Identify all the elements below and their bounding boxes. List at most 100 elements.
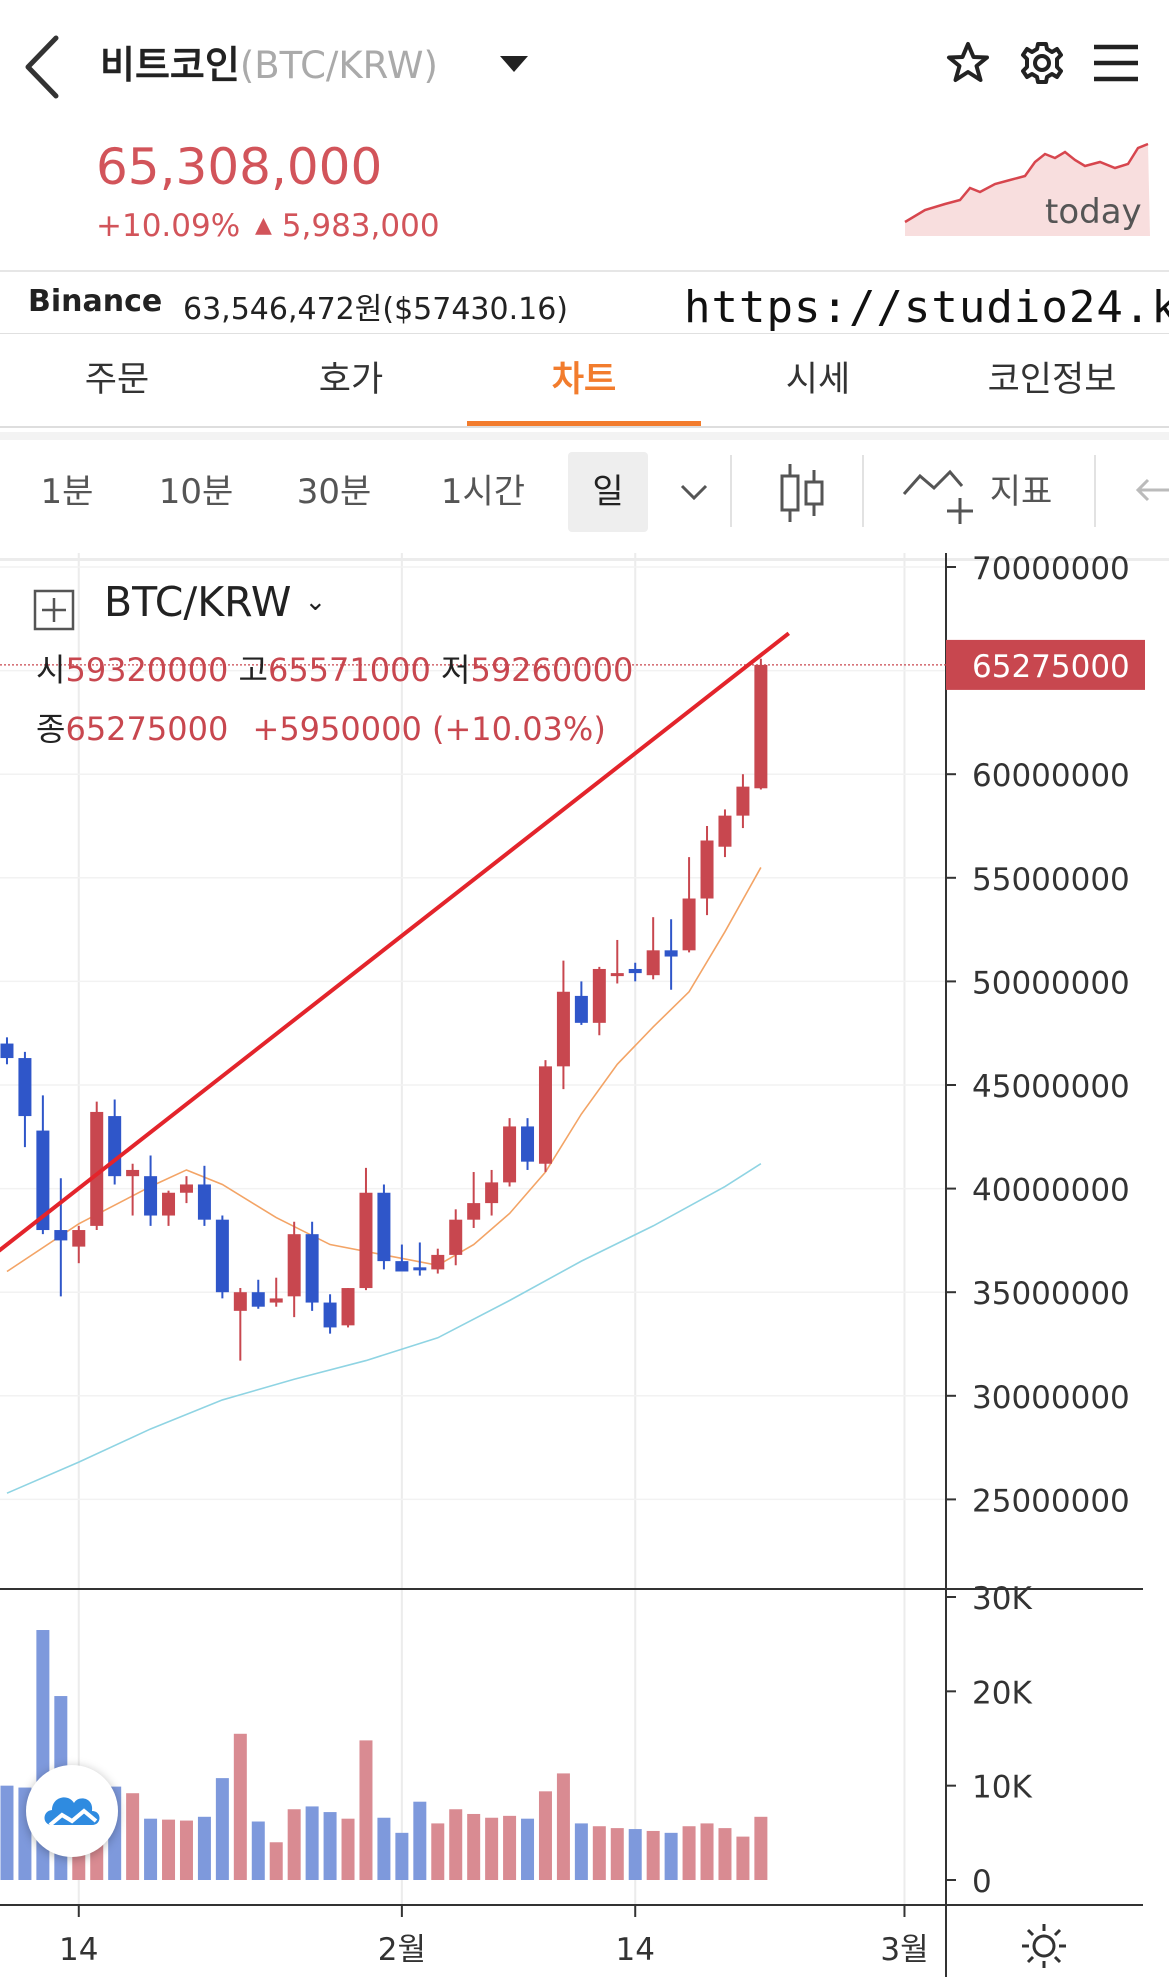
indicator-add-icon[interactable] xyxy=(900,458,978,528)
volume-bars xyxy=(0,1630,768,1880)
candle-body xyxy=(179,1184,193,1193)
expand-panel-icon[interactable] xyxy=(32,588,76,632)
price-tick-label: 70000000 xyxy=(972,553,1130,587)
candle-body xyxy=(162,1192,176,1216)
price-tick-label: 45000000 xyxy=(972,1069,1130,1105)
volume-bar xyxy=(556,1773,570,1880)
candle-body xyxy=(521,1126,535,1162)
candle-body xyxy=(538,1066,552,1164)
tab-coin-info[interactable]: 코인정보 xyxy=(987,360,1117,400)
candle-body xyxy=(503,1126,517,1183)
tab-quotes[interactable]: 시세 xyxy=(785,360,851,400)
price-tick-label: 50000000 xyxy=(972,965,1130,1001)
volume-bar xyxy=(233,1733,247,1880)
volume-bar xyxy=(521,1818,535,1880)
candle-body xyxy=(682,898,696,951)
candle-body xyxy=(341,1288,355,1326)
volume-bar xyxy=(395,1832,409,1880)
volume-bar xyxy=(126,1793,140,1880)
indicator-button[interactable]: 지표 xyxy=(989,472,1053,512)
volume-tick-label: 0 xyxy=(972,1864,992,1900)
candle-body xyxy=(449,1219,463,1255)
candle-body xyxy=(72,1230,86,1247)
binance-label: Binance xyxy=(28,284,163,319)
price-tick-label: 55000000 xyxy=(972,862,1130,898)
price-tick-label: 25000000 xyxy=(972,1483,1130,1519)
volume-bar xyxy=(610,1828,624,1880)
volume-bar xyxy=(538,1791,552,1880)
close-label: 종 xyxy=(36,710,66,748)
volume-tick-label: 20K xyxy=(972,1675,1032,1711)
candle-body xyxy=(467,1203,481,1220)
floating-cloud-button[interactable] xyxy=(26,1765,118,1857)
toolbar-divider xyxy=(1094,455,1096,527)
back-arrow-icon[interactable] xyxy=(18,32,68,102)
toolbar-divider xyxy=(730,455,732,527)
menu-icon[interactable] xyxy=(1086,30,1146,96)
candlestick-type-icon[interactable] xyxy=(772,458,832,528)
coin-pair: (BTC/KRW) xyxy=(239,44,438,87)
interval-10min[interactable]: 10분 xyxy=(158,472,234,512)
price-chart[interactable]: 70000000 60000000 55000000 50000000 45000000… xyxy=(0,553,1169,1977)
volume-bar xyxy=(413,1801,427,1880)
chart-symbol[interactable]: BTC/KRW ⌄ xyxy=(104,578,326,626)
left-arrow-icon[interactable] xyxy=(1130,472,1169,508)
candle-body xyxy=(700,840,714,899)
volume-bar xyxy=(574,1823,588,1880)
chart-axes: 70000000 60000000 55000000 50000000 45000000… xyxy=(0,553,1145,1977)
date-tick-label: 3월 xyxy=(880,1932,928,1968)
candle-body xyxy=(628,968,642,974)
open-label: 시 xyxy=(36,651,66,689)
tab-order[interactable]: 주문 xyxy=(84,360,150,400)
interval-dropdown-icon[interactable] xyxy=(674,476,714,506)
volume-bar xyxy=(287,1809,301,1880)
low-label: 저 xyxy=(441,651,471,689)
volume-bar xyxy=(0,1785,14,1880)
tab-orderbook[interactable]: 호가 xyxy=(318,360,384,400)
date-tick-label: 14 xyxy=(59,1932,98,1968)
candle-body xyxy=(485,1182,499,1204)
candle-body xyxy=(108,1116,122,1177)
candle-body xyxy=(36,1130,50,1231)
volume-bar xyxy=(646,1830,660,1880)
change-amount-value: 5,983,000 xyxy=(281,208,440,244)
volume-bar xyxy=(179,1820,193,1880)
today-sparkline xyxy=(904,142,1150,236)
candle-body xyxy=(610,973,624,977)
trendline-segment xyxy=(0,631,791,1253)
candle-body xyxy=(144,1176,158,1216)
tab-chart[interactable]: 차트 xyxy=(467,334,701,426)
candle-body xyxy=(574,995,588,1023)
caret-down-icon[interactable] xyxy=(496,52,532,76)
interval-1hour[interactable]: 1시간 xyxy=(440,472,526,512)
ohlc-line-2: 종65275000 +5950000 (+10.03%) xyxy=(36,704,606,750)
volume-bar xyxy=(197,1816,211,1880)
candle-body xyxy=(0,1043,14,1059)
interval-day[interactable]: 일 xyxy=(568,452,648,532)
interval-30min[interactable]: 30분 xyxy=(296,472,372,512)
candle-body xyxy=(251,1292,265,1307)
binance-price: 63,546,472원($57430.16) xyxy=(183,292,569,327)
candles xyxy=(0,658,768,1361)
candle-body xyxy=(323,1302,337,1328)
gear-icon[interactable] xyxy=(1012,30,1072,96)
price-tick-label: 60000000 xyxy=(972,758,1130,794)
chart-symbol-label: BTC/KRW xyxy=(104,578,292,626)
chart-grid xyxy=(0,553,946,1905)
candle-body xyxy=(287,1234,301,1297)
volume-bar xyxy=(736,1836,750,1880)
star-icon[interactable] xyxy=(938,30,998,96)
current-price-tag-label: 65275000 xyxy=(972,649,1130,685)
header: 비트코인(BTC/KRW) xyxy=(0,0,1169,125)
coin-title[interactable]: 비트코인(BTC/KRW) xyxy=(100,34,438,89)
candle-body xyxy=(197,1184,211,1220)
main-tabs: 주문 호가 차트 시세 코인정보 xyxy=(0,333,1169,428)
interval-1min[interactable]: 1분 xyxy=(40,472,94,512)
candle-body xyxy=(126,1169,140,1177)
candle-body xyxy=(592,968,606,1023)
trendline xyxy=(0,631,791,1253)
candle-body xyxy=(664,950,678,957)
candle-body xyxy=(646,950,660,976)
chart-settings-icon[interactable] xyxy=(1018,1920,1070,1972)
price-tick-label: 40000000 xyxy=(972,1173,1130,1209)
